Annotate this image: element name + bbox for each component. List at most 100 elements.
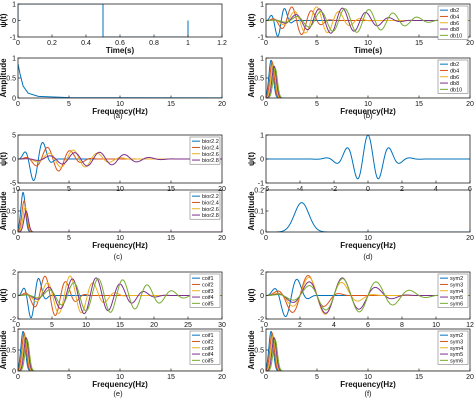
series-line-sym4 xyxy=(266,276,470,315)
x-tick-label: 15 xyxy=(167,101,175,108)
x-tick-label: 15 xyxy=(167,374,175,381)
y-axis-label: Amplitude xyxy=(0,58,8,98)
y-tick-label: 1 xyxy=(260,327,264,334)
legend-entry: bior2.6 xyxy=(202,152,219,158)
x-tick-label: 10 xyxy=(82,322,90,329)
x-tick-label: 10 xyxy=(116,374,124,381)
x-tick-label: 5 xyxy=(50,322,54,329)
legend-entry: coif1 xyxy=(202,333,214,339)
y-tick-label: 0.2 xyxy=(254,188,264,195)
y-tick-label: 0 xyxy=(12,157,16,164)
x-tick-label: 20 xyxy=(466,40,474,47)
y-axis-label: ψ(t) xyxy=(0,152,8,166)
panel-c-bottom: 0 5 10 15 20 1 0.5 0 Frequency(Hz) Amplitude bior2… xyxy=(0,188,226,251)
x-axis-label: Frequency(Hz) xyxy=(340,107,396,116)
legend-entry: sym5 xyxy=(450,352,463,358)
series-line-db6 xyxy=(266,6,470,34)
legend-entry: sym3 xyxy=(450,282,463,288)
legend-entry: sym5 xyxy=(450,295,463,301)
y-tick-label: 0 xyxy=(12,369,16,376)
x-tick-label: 10 xyxy=(364,235,372,242)
x-tick-label: 6 xyxy=(366,322,370,329)
x-tick-label: 0 xyxy=(264,374,268,381)
legend-entry: coif1 xyxy=(202,276,214,282)
series-line-coif2 xyxy=(18,275,222,316)
x-tick-label: 0 xyxy=(16,40,20,47)
legend-entry: sym4 xyxy=(450,289,463,295)
x-axis-label: Frequency(Hz) xyxy=(340,380,396,389)
legend-entry: coif2 xyxy=(202,282,214,288)
x-tick-label: 10 xyxy=(116,101,124,108)
x-tick-label: 4 xyxy=(434,186,438,193)
y-axis-label: ψ(t) xyxy=(247,13,256,27)
series-line-bior2-6 xyxy=(18,149,222,168)
x-tick-label: 0.4 xyxy=(81,40,91,47)
series-line-main xyxy=(18,63,222,98)
x-tick-label: 0.6 xyxy=(115,40,125,47)
y-tick-label: -2 xyxy=(10,317,16,324)
legend-entry: bior2.2 xyxy=(202,139,219,145)
x-tick-label: 0 xyxy=(16,101,20,108)
y-tick-label: 1 xyxy=(12,327,16,334)
legend-entry: coif3 xyxy=(202,346,214,352)
series-line-db8 xyxy=(266,7,470,34)
x-tick-label: 20 xyxy=(218,101,226,108)
y-axis-label: Amplitude xyxy=(247,191,256,231)
axes-frame xyxy=(265,189,471,233)
legend-entry: sym6 xyxy=(450,358,463,364)
y-tick-label: 0.1 xyxy=(254,209,264,216)
x-tick-label: 4 xyxy=(332,322,336,329)
series-line-coif4 xyxy=(18,277,222,315)
y-tick-label: 0 xyxy=(12,96,16,103)
legend-entry: sym2 xyxy=(450,276,463,282)
legend-entry: db2 xyxy=(450,62,459,68)
series-line-coif1 xyxy=(18,277,222,319)
x-tick-label: -6 xyxy=(263,186,269,193)
x-tick-label: 5 xyxy=(315,40,319,47)
panel-e-bottom: 0 5 10 15 20 1 0.5 0 Frequency(Hz) Amplitude coif1… xyxy=(0,327,226,390)
legend-entry: coif3 xyxy=(202,289,214,295)
y-axis-label: Amplitude xyxy=(0,330,8,370)
y-tick-label: 0 xyxy=(260,96,264,103)
y-axis-label: ψ(t) xyxy=(247,288,256,302)
x-tick-label: 20 xyxy=(466,374,474,381)
x-tick-label: 0 xyxy=(16,322,20,329)
legend-entry: coif4 xyxy=(202,295,214,301)
x-tick-label: 0 xyxy=(264,101,268,108)
panel-caption: (f) xyxy=(364,389,372,398)
series-line-db2 xyxy=(266,8,470,37)
legend-entry: db10 xyxy=(450,33,462,39)
series-line-db10 xyxy=(266,8,470,33)
x-tick-label: 15 xyxy=(415,101,423,108)
y-axis-label: ψ(t) xyxy=(247,152,256,166)
x-tick-label: 20 xyxy=(150,322,158,329)
y-tick-label: 0 xyxy=(260,157,264,164)
x-tick-label: 0.8 xyxy=(149,40,159,47)
y-tick-label: 1 xyxy=(260,133,264,140)
x-tick-label: 5 xyxy=(67,186,71,193)
series-line-main xyxy=(266,135,470,180)
x-tick-label: 0 xyxy=(264,40,268,47)
x-tick-label: 6 xyxy=(468,186,472,193)
x-tick-label: 10 xyxy=(364,40,372,47)
legend-entry: db8 xyxy=(450,27,459,33)
x-axis-label: Frequency(Hz) xyxy=(92,380,148,389)
x-tick-label: 0 xyxy=(264,322,268,329)
x-tick-label: 1 xyxy=(186,40,190,47)
series-line-sym5 xyxy=(266,277,470,314)
y-tick-label: 0.5 xyxy=(254,348,264,355)
x-tick-label: 10 xyxy=(116,186,124,193)
panel-caption: (c) xyxy=(114,252,123,261)
panel-caption: (d) xyxy=(363,252,373,261)
y-tick-label: 1 xyxy=(260,2,264,9)
x-tick-label: 10 xyxy=(432,322,440,329)
